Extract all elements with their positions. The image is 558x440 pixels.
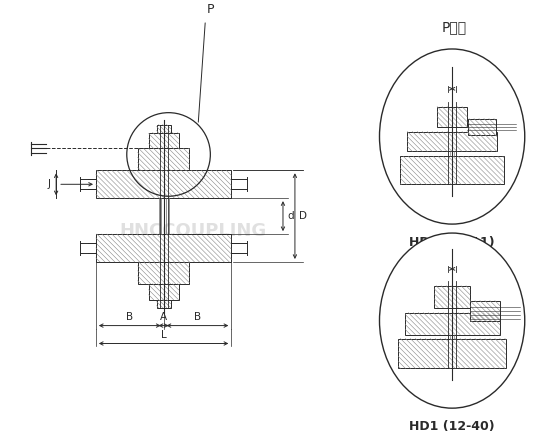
Text: J: J bbox=[47, 179, 50, 189]
Bar bbox=[96, 170, 231, 198]
Text: HD1 (12-40): HD1 (12-40) bbox=[410, 420, 495, 433]
Text: D: D bbox=[299, 211, 307, 221]
Ellipse shape bbox=[379, 49, 525, 224]
Text: B: B bbox=[126, 312, 133, 322]
Text: A: A bbox=[464, 264, 472, 274]
Text: L: L bbox=[161, 330, 166, 340]
Bar bbox=[138, 262, 190, 284]
Bar bbox=[401, 157, 504, 184]
Text: HD1 (00-11): HD1 (00-11) bbox=[410, 236, 495, 249]
Text: d: d bbox=[287, 211, 294, 221]
Text: P放大: P放大 bbox=[441, 20, 466, 34]
Bar bbox=[138, 148, 190, 170]
Text: A: A bbox=[464, 84, 472, 94]
Ellipse shape bbox=[379, 233, 525, 408]
Text: A: A bbox=[160, 312, 167, 322]
Bar bbox=[437, 106, 467, 127]
Bar bbox=[148, 284, 179, 300]
Bar bbox=[434, 286, 470, 308]
Bar bbox=[470, 301, 500, 321]
Text: B: B bbox=[194, 312, 201, 322]
Bar bbox=[157, 125, 171, 132]
Bar bbox=[468, 119, 496, 135]
Bar bbox=[407, 132, 497, 151]
Text: HNCCOUPLING: HNCCOUPLING bbox=[120, 222, 267, 240]
Bar bbox=[398, 338, 506, 368]
Text: P: P bbox=[206, 3, 214, 16]
Bar bbox=[96, 234, 231, 262]
Bar bbox=[405, 313, 500, 334]
Bar bbox=[148, 132, 179, 148]
Bar bbox=[157, 300, 171, 308]
